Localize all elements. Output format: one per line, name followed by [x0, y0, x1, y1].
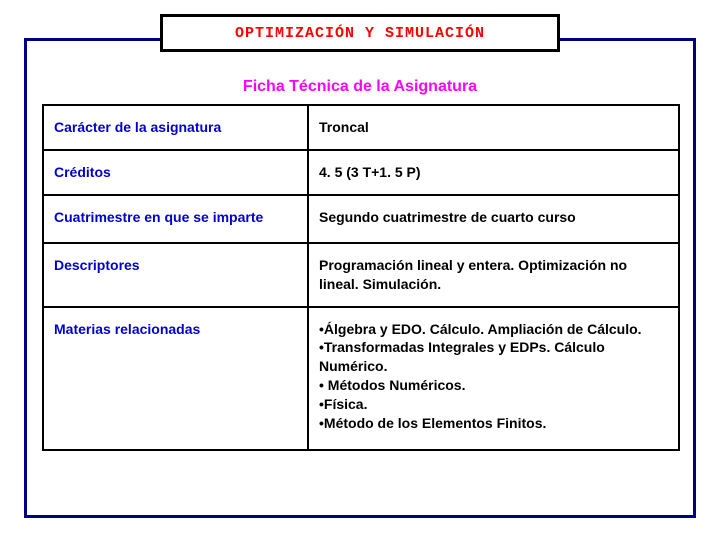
- label-cuatrimestre: Cuatrimestre en que se imparte: [43, 195, 308, 243]
- page-title: OPTIMIZACIÓN Y SIMULACIÓN: [235, 25, 485, 42]
- value-cuatrimestre: Segundo cuatrimestre de cuarto curso: [308, 195, 679, 243]
- bullet-item: •Álgebra y EDO. Cálculo. Ampliación de C…: [319, 320, 668, 339]
- course-info-table: Carácter de la asignatura Troncal Crédit…: [42, 104, 680, 451]
- title-box: OPTIMIZACIÓN Y SIMULACIÓN: [160, 14, 560, 52]
- bullet-text: Física.: [324, 396, 368, 412]
- bullet-item: •Transformadas Integrales y EDPs. Cálcul…: [319, 338, 668, 376]
- label-materias: Materias relacionadas: [43, 307, 308, 450]
- bullet-item: •Método de los Elementos Finitos.: [319, 414, 668, 433]
- label-descriptores: Descriptores: [43, 243, 308, 307]
- table-row: Cuatrimestre en que se imparte Segundo c…: [43, 195, 679, 243]
- table-row: Materias relacionadas •Álgebra y EDO. Cá…: [43, 307, 679, 450]
- bullet-text: Métodos Numéricos.: [324, 377, 466, 393]
- bullet-item: • Métodos Numéricos.: [319, 376, 668, 395]
- label-caracter: Carácter de la asignatura: [43, 105, 308, 150]
- value-descriptores: Programación lineal y entera. Optimizaci…: [308, 243, 679, 307]
- bullet-text: Álgebra y EDO. Cálculo. Ampliación de Cá…: [324, 321, 642, 337]
- bullet-text: Transformadas Integrales y EDPs. Cálculo…: [319, 339, 605, 374]
- value-materias: •Álgebra y EDO. Cálculo. Ampliación de C…: [308, 307, 679, 450]
- table-row: Carácter de la asignatura Troncal: [43, 105, 679, 150]
- value-caracter: Troncal: [308, 105, 679, 150]
- bullet-text: Método de los Elementos Finitos.: [324, 415, 546, 431]
- subtitle: Ficha Técnica de la Asignatura: [0, 78, 720, 96]
- bullet-item: •Física.: [319, 395, 668, 414]
- table-row: Créditos 4. 5 (3 T+1. 5 P): [43, 150, 679, 195]
- table-row: Descriptores Programación lineal y enter…: [43, 243, 679, 307]
- value-creditos: 4. 5 (3 T+1. 5 P): [308, 150, 679, 195]
- label-creditos: Créditos: [43, 150, 308, 195]
